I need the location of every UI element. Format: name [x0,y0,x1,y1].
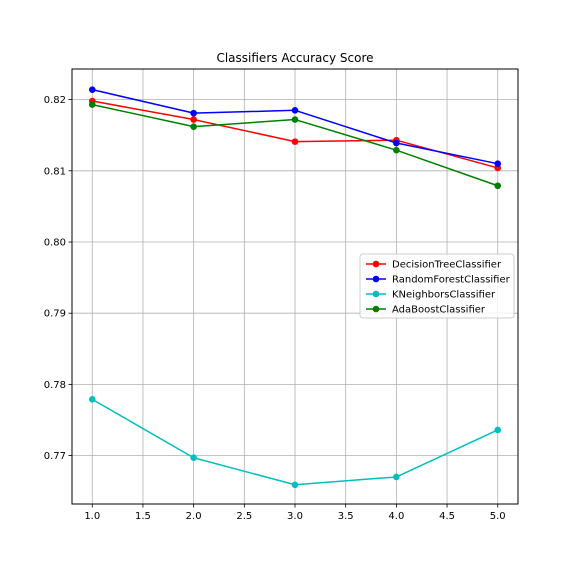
legend-marker [372,305,380,313]
data-point [190,454,197,462]
data-point [494,182,502,190]
legend-item: KNeighborsClassifier [366,290,496,301]
series-kneighborsclassifier [88,396,502,489]
legend-marker [372,275,380,283]
data-point [291,481,299,489]
x-tick-label: 2.0 [186,511,202,522]
legend-marker [372,260,380,268]
x-tick-label: 4.5 [439,511,455,522]
data-point [190,109,197,117]
data-point [291,138,299,145]
data-point [88,396,96,403]
data-point [190,123,197,130]
y-tick-label: 0.82 [44,95,66,106]
data-point [494,160,502,167]
x-tick-label: 3.0 [287,511,303,522]
data-point [88,101,96,108]
x-tick-label: 1.5 [135,511,151,522]
legend-label: KNeighborsClassifier [392,290,496,301]
x-tick-label: 2.5 [236,511,252,522]
legend: DecisionTreeClassifier RandomForestClassi… [359,253,515,319]
x-tick-label: 5.0 [490,511,506,522]
legend-label: AdaBoostClassifier [392,305,486,316]
legend-item: DecisionTreeClassifier [366,260,502,271]
legend-label: RandomForestClassifier [392,275,511,286]
x-tick-label: 1.0 [84,511,100,522]
legend-item: AdaBoostClassifier [366,305,486,316]
x-tick-label: 3.5 [338,511,354,522]
axes-ticks: 1.0 1.5 2.0 2.5 3.0 3.5 4.0 4.5 5.0 0.77 0.78 0.79 0… [44,95,506,522]
y-tick-label: 0.80 [44,238,66,249]
data-point [291,116,299,123]
legend-label: DecisionTreeClassifier [392,260,502,271]
data-point [393,146,400,154]
y-tick-label: 0.78 [44,380,66,391]
y-tick-label: 0.81 [44,166,66,177]
data-point [190,116,197,123]
data-point [393,473,400,481]
data-point [291,106,299,114]
series-adaboostclassifier [88,101,502,190]
x-tick-label: 4.0 [388,511,404,522]
chart-title: Classifiers Accuracy Score [216,51,373,65]
series-layer [88,86,502,489]
data-point [88,86,96,93]
y-tick-label: 0.77 [44,451,66,462]
legend-item: RandomForestClassifier [366,275,511,286]
legend-box [359,253,515,319]
y-tick-label: 0.79 [44,309,66,320]
legend-marker [372,290,380,298]
data-point [494,426,502,434]
data-point [393,139,400,147]
series-randomforestclassifier [88,86,502,167]
